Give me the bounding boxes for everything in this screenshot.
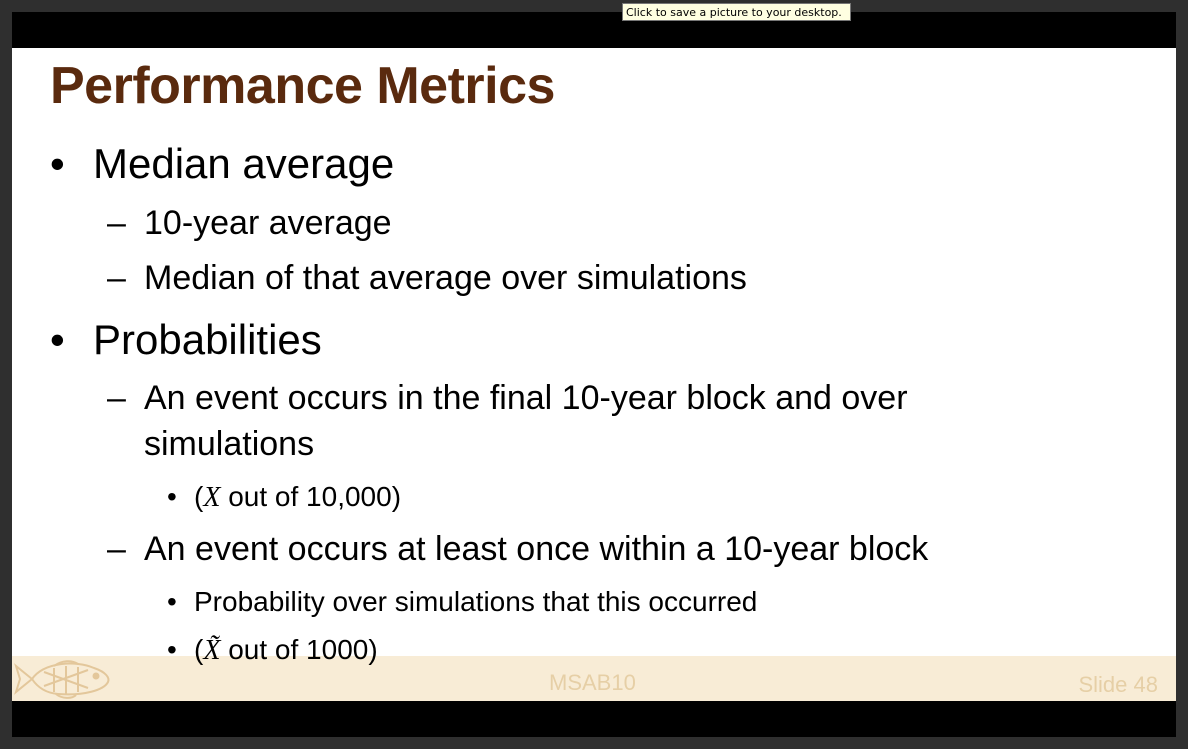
footer-course-code: MSAB10 bbox=[549, 670, 636, 695]
slide-title: Performance Metrics bbox=[50, 57, 555, 115]
slide-content: • Median average – 10-year average – Med… bbox=[12, 48, 1176, 701]
sub-bullet-marker: • bbox=[167, 481, 177, 512]
bullet-text: An event occurs at least once within a 1… bbox=[144, 530, 929, 568]
bullet-text: (X out of 10,000) bbox=[194, 481, 402, 513]
bullet-text: Probability over simulations that this o… bbox=[194, 586, 758, 617]
dash-marker: – bbox=[107, 204, 126, 242]
slide-number: Slide 48 bbox=[1078, 672, 1158, 697]
bullet-text-continued: simulations bbox=[144, 425, 315, 463]
save-picture-tooltip: Click to save a picture to your desktop. bbox=[622, 3, 851, 21]
bullet-text: Median average bbox=[93, 140, 395, 187]
bullet-marker: • bbox=[50, 140, 65, 187]
bullet-text: Probabilities bbox=[93, 316, 322, 363]
bullet-text: Median of that average over simulations bbox=[144, 259, 747, 297]
sub-bullet-marker: • bbox=[167, 586, 177, 617]
bullet-marker: • bbox=[50, 316, 65, 363]
dash-marker: – bbox=[107, 530, 126, 568]
fish-icon bbox=[14, 660, 110, 699]
bullet-text: (X̃ out of 1000) bbox=[194, 634, 378, 666]
math-variable: X bbox=[203, 482, 221, 513]
bullet-text: 10-year average bbox=[144, 204, 392, 242]
sub-bullet-marker: • bbox=[167, 634, 177, 665]
bullet-text: An event occurs in the final 10-year blo… bbox=[144, 379, 908, 417]
math-variable: X̃ bbox=[203, 635, 221, 666]
slide[interactable]: Performance Metrics • Median average – 1… bbox=[12, 48, 1176, 701]
dash-marker: – bbox=[107, 259, 126, 297]
dash-marker: – bbox=[107, 379, 126, 417]
slide-footer: MSAB10 Slide 48 bbox=[12, 656, 1176, 701]
